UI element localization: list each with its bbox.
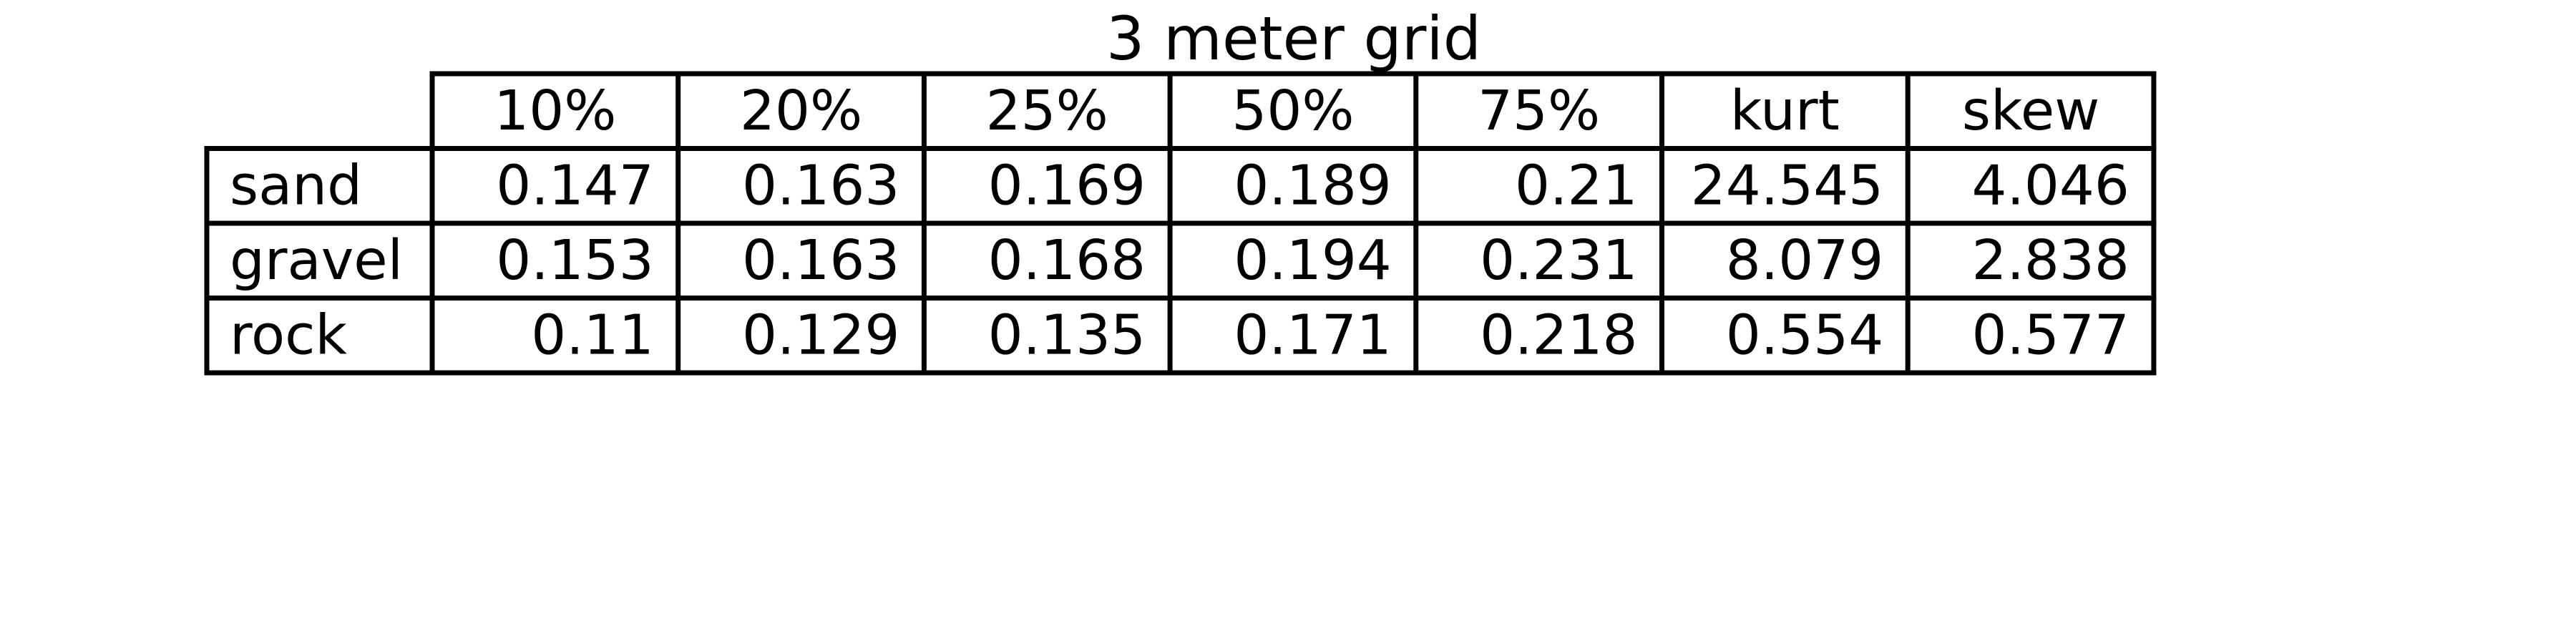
row-label: sand [230,154,362,218]
table-cell-value: 0.171 [1234,303,1391,367]
table-cell-value: 0.21 [1515,154,1637,218]
table-cell-value: 0.168 [988,229,1146,293]
table-cell-value: 0.153 [496,229,653,293]
chart-title: 3 meter grid [1106,4,1482,74]
table-cell-value: 0.163 [742,229,899,293]
column-header: skew [1962,79,2099,143]
column-header: kurt [1730,79,1840,143]
table-cell-value: 0.135 [988,303,1146,367]
table-cell-value: 0.11 [531,303,653,367]
table-cell-value: 0.147 [496,154,653,218]
column-header: 10% [494,79,616,143]
table-cell-value: 8.079 [1726,229,1883,293]
table-cell-value: 24.545 [1691,154,1883,218]
table-cells: 10% 20% 25% 50% 75% kurt skew sand 0.147 0.163 0.1… [230,79,2129,368]
table-cell-value: 0.189 [1234,154,1391,218]
column-header: 75% [1478,79,1600,143]
table-cell-value: 0.218 [1480,303,1637,367]
table-cell-value: 0.554 [1726,303,1883,367]
row-label: rock [230,303,347,367]
table-cell-value: 0.169 [988,154,1146,218]
column-header: 20% [740,79,862,143]
table-cell-value: 2.838 [1971,229,2129,293]
table-cell-value: 0.163 [742,154,899,218]
table-cell-value: 4.046 [1971,154,2129,218]
column-header: 50% [1231,79,1354,143]
table-cell-value: 0.577 [1971,303,2129,367]
table-cell-value: 0.194 [1234,229,1391,293]
table-cell-value: 0.129 [742,303,899,367]
column-header: 25% [986,79,1108,143]
table-cell-value: 0.231 [1480,229,1637,293]
row-label: gravel [230,229,403,293]
table-grid-lines [204,71,2157,376]
